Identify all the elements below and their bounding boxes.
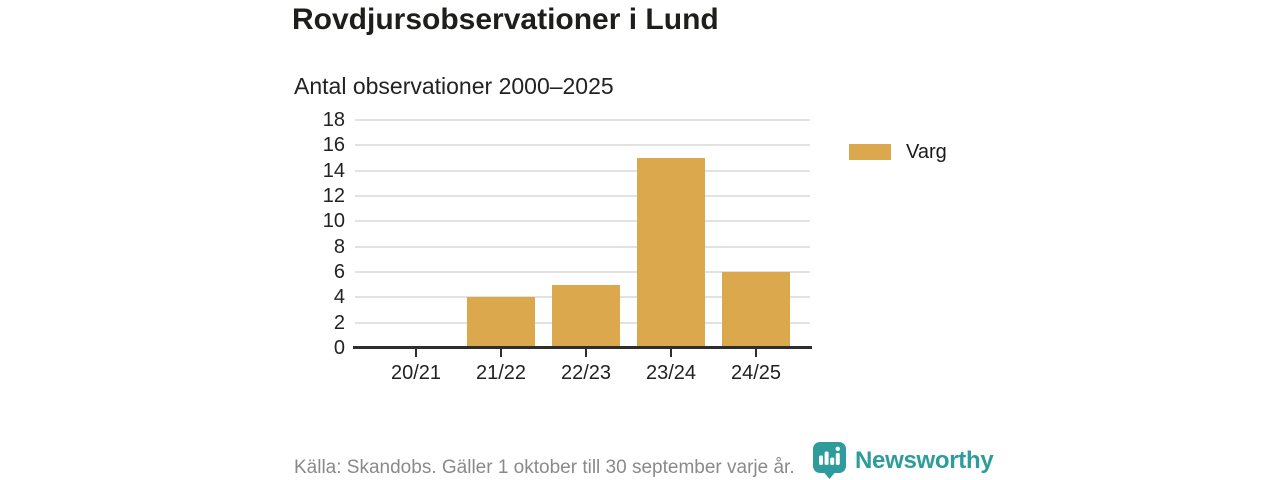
plot-area bbox=[355, 119, 810, 348]
x-axis: 20/21 21/22 22/23 23/24 24/25 bbox=[355, 349, 810, 394]
gridline bbox=[355, 195, 810, 197]
gridline bbox=[355, 119, 810, 121]
x-tick-mark bbox=[755, 349, 757, 357]
newsworthy-logo-icon bbox=[813, 442, 846, 479]
y-axis: 0 2 4 6 8 10 12 14 16 18 bbox=[295, 109, 345, 359]
x-axis-line bbox=[353, 346, 812, 349]
y-tick-label: 8 bbox=[333, 235, 345, 258]
y-tick-label: 14 bbox=[322, 159, 345, 182]
logo-bar-2 bbox=[824, 451, 829, 465]
newsworthy-wordmark: Newsworthy bbox=[855, 446, 994, 474]
y-tick-label: 6 bbox=[333, 261, 345, 283]
legend-label-varg: Varg bbox=[906, 141, 947, 163]
x-tick-mark bbox=[500, 349, 502, 357]
logo-exclamation-bar bbox=[835, 453, 840, 465]
source-note: Källa: Skandobs. Gäller 1 oktober till 3… bbox=[294, 457, 795, 478]
x-tick-label: 22/23 bbox=[560, 362, 612, 384]
x-tick-label: 24/25 bbox=[730, 362, 782, 384]
y-tick-label: 2 bbox=[333, 311, 345, 334]
legend: Varg bbox=[849, 139, 947, 165]
gridline bbox=[355, 220, 810, 223]
y-tick-label: 16 bbox=[322, 134, 345, 157]
x-tick-mark bbox=[415, 349, 417, 357]
x-tick-label: 20/21 bbox=[390, 362, 442, 384]
gridline bbox=[355, 271, 810, 273]
gridline bbox=[355, 169, 810, 172]
gridline bbox=[355, 245, 810, 248]
gridline bbox=[355, 144, 810, 147]
y-tick-label: 12 bbox=[322, 185, 345, 207]
y-tick-label: 18 bbox=[322, 109, 345, 131]
x-tick-mark bbox=[670, 349, 672, 357]
logo-exclamation-dot bbox=[835, 446, 840, 451]
x-tick-mark bbox=[585, 349, 587, 357]
y-tick-label: 10 bbox=[322, 210, 345, 233]
speech-bubble-shape bbox=[813, 442, 846, 479]
y-tick-label: 4 bbox=[333, 286, 345, 309]
legend-swatch-varg bbox=[849, 144, 891, 160]
bar-24/25 bbox=[722, 272, 790, 348]
logo-bar-1 bbox=[819, 455, 823, 465]
bar-23/24 bbox=[637, 158, 705, 348]
logo-bar-3 bbox=[830, 457, 835, 465]
x-tick-label: 23/24 bbox=[645, 362, 697, 384]
newsworthy-brand: Newsworthy bbox=[813, 442, 994, 479]
chart-title: Rovdjursobservationer i Lund bbox=[292, 3, 719, 36]
bar-21/22 bbox=[467, 297, 535, 348]
x-tick-label: 21/22 bbox=[475, 362, 527, 384]
y-tick-label: 0 bbox=[333, 337, 345, 359]
bar-22/23 bbox=[552, 284, 620, 348]
chart-subtitle: Antal observationer 2000–2025 bbox=[294, 73, 614, 99]
